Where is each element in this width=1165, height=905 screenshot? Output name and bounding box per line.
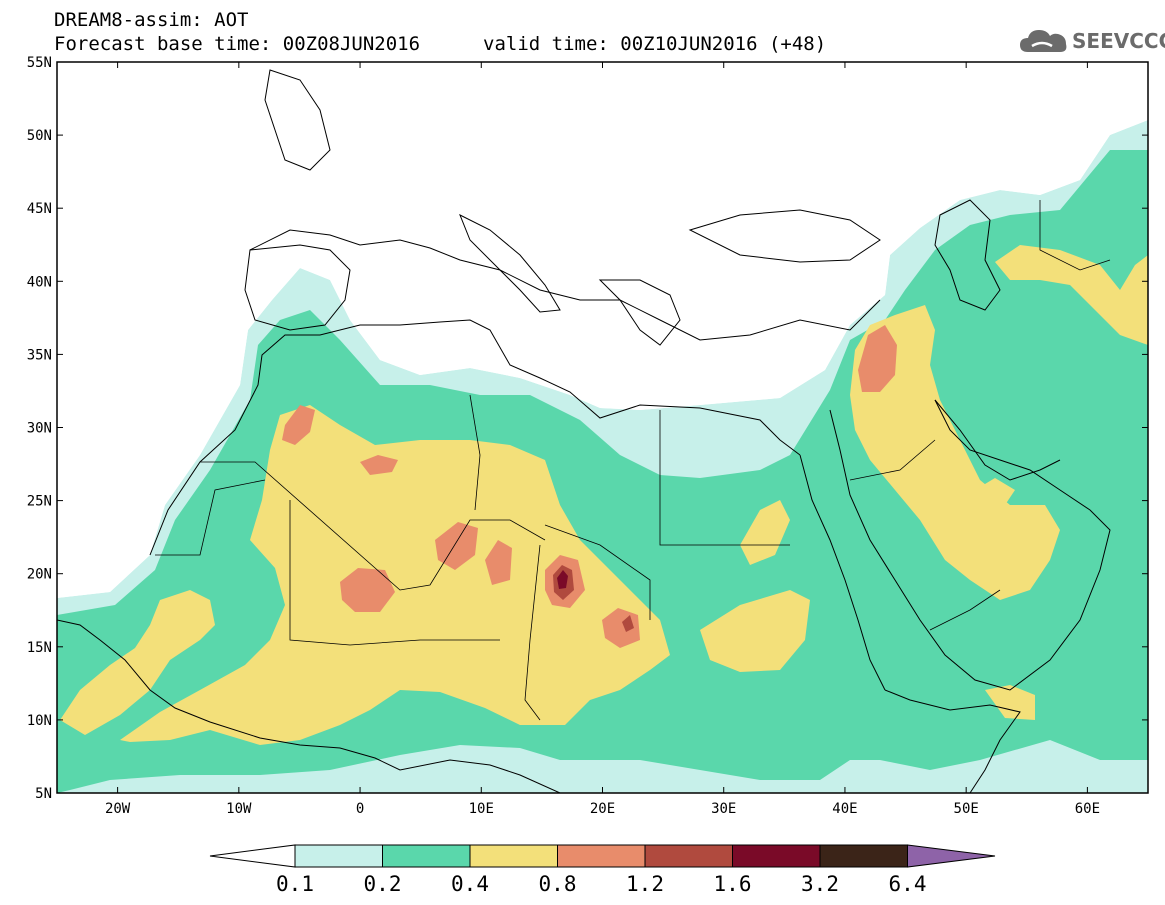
lat-label: 45N bbox=[27, 201, 52, 217]
border-2 bbox=[289, 500, 500, 646]
colorbar-label: 0.2 bbox=[364, 872, 402, 896]
aot-band-0.8-c bbox=[340, 568, 395, 612]
border-4 bbox=[544, 524, 651, 620]
colorbar-label: 6.4 bbox=[889, 872, 927, 896]
colorbar-label: 0.1 bbox=[276, 872, 314, 896]
coast-west-africa bbox=[57, 619, 561, 793]
aot-field bbox=[57, 62, 1148, 793]
aot-band-0.8-e bbox=[485, 540, 512, 585]
lat-label: 30N bbox=[27, 421, 52, 437]
lat-label: 35N bbox=[27, 347, 52, 363]
colorbar-label: 0.4 bbox=[451, 872, 489, 896]
lon-label: 10E bbox=[469, 801, 494, 817]
lat-label: 40N bbox=[27, 274, 52, 290]
colorbar-label: 3.2 bbox=[801, 872, 839, 896]
coast-caspian bbox=[934, 199, 1001, 311]
lon-label: 0 bbox=[356, 801, 364, 817]
aot-band-0.8-b bbox=[360, 455, 398, 475]
colorbar-box bbox=[732, 844, 821, 868]
aot-band-0.4-ethiopia bbox=[985, 685, 1035, 720]
border-5 bbox=[659, 410, 790, 546]
border-1 bbox=[200, 461, 546, 591]
aot-band-0.4-west bbox=[60, 590, 215, 735]
lon-label: 30E bbox=[711, 801, 736, 817]
lat-label: 50N bbox=[27, 128, 52, 144]
map-title: DREAM8-assim: AOT bbox=[54, 9, 249, 31]
forecast-base-time: Forecast base time: 00Z08JUN2016 bbox=[54, 33, 421, 55]
border-7 bbox=[524, 544, 541, 721]
colorbar-min-arrow bbox=[209, 844, 296, 868]
lat-label: 55N bbox=[27, 55, 52, 71]
low-aot-med bbox=[57, 62, 1148, 598]
lon-label: 20W bbox=[105, 801, 131, 817]
colorbar-box bbox=[819, 844, 908, 868]
lat-label: 15N bbox=[27, 640, 52, 656]
colorbar-label: 1.6 bbox=[714, 872, 752, 896]
colorbar-box bbox=[644, 844, 733, 868]
colorbar-box bbox=[557, 844, 646, 868]
coast-europe bbox=[249, 229, 881, 341]
coast-horn bbox=[884, 689, 1021, 793]
colorbar: 0.1 0.2 0.4 0.8 1.2 1.6 3.2 6.4 bbox=[209, 844, 996, 896]
aot-band-0.4-egypt bbox=[740, 500, 790, 565]
coast-iberia bbox=[244, 244, 351, 331]
border-3 bbox=[469, 394, 481, 511]
lat-label: 25N bbox=[27, 494, 52, 510]
coast-italy bbox=[459, 213, 561, 313]
valid-time: valid time: 00Z10JUN2016 (+48) bbox=[483, 33, 827, 55]
border-9 bbox=[929, 589, 1001, 631]
aot-band-0.4-sudan bbox=[700, 590, 810, 672]
lon-label: 60E bbox=[1075, 801, 1100, 817]
colorbar-label: 0.8 bbox=[539, 872, 577, 896]
borders bbox=[155, 200, 1111, 721]
aot-band-0.8-a bbox=[282, 405, 315, 445]
aot-band-0.4-caspian bbox=[995, 245, 1148, 345]
coast-arabia bbox=[829, 399, 1111, 691]
lat-label: 20N bbox=[27, 567, 52, 583]
aot-band-0.4-gulf bbox=[975, 478, 1015, 508]
cloud-icon bbox=[1020, 30, 1067, 52]
aot-band-0.4-sahara bbox=[120, 405, 670, 745]
border-6 bbox=[155, 479, 266, 556]
coastlines bbox=[57, 69, 1111, 793]
logo-text: SEEVCCC bbox=[1072, 29, 1165, 53]
lon-label: 50E bbox=[954, 801, 979, 817]
lon-axis: 20W 10W 0 10E 20E 30E 40E 50E 60E bbox=[105, 62, 1100, 817]
colorbar-box bbox=[294, 844, 383, 868]
aot-band-0.8-d bbox=[435, 522, 478, 570]
border-10 bbox=[1039, 200, 1111, 271]
lon-label: 40E bbox=[832, 801, 857, 817]
coast-north-africa bbox=[149, 319, 801, 556]
lat-label: 5N bbox=[35, 786, 52, 802]
coast-black-sea bbox=[688, 209, 881, 263]
seevccc-logo: SEEVCCC bbox=[1018, 24, 1165, 58]
lat-axis: 5N 10N 15N 20N 25N 30N 35N 40N 45N 50N 55N bbox=[27, 55, 1148, 802]
aot-band-1.6 bbox=[557, 570, 568, 589]
aot-band-1.2-b bbox=[622, 615, 634, 632]
coast-persian-gulf bbox=[934, 399, 1061, 481]
aot-band-0.8-h bbox=[858, 325, 897, 392]
colorbar-box bbox=[382, 844, 471, 868]
lat-label: 10N bbox=[27, 713, 52, 729]
border-8 bbox=[849, 439, 936, 481]
lon-label: 20E bbox=[590, 801, 615, 817]
coast-greece bbox=[598, 279, 681, 346]
aot-band-0.4-east bbox=[850, 305, 1060, 600]
colorbar-max-arrow bbox=[907, 844, 996, 868]
coast-red-sea bbox=[799, 454, 886, 691]
colorbar-box bbox=[469, 844, 558, 868]
lon-label: 10W bbox=[226, 801, 252, 817]
coast-britain bbox=[264, 69, 331, 171]
colorbar-label: 1.2 bbox=[626, 872, 664, 896]
